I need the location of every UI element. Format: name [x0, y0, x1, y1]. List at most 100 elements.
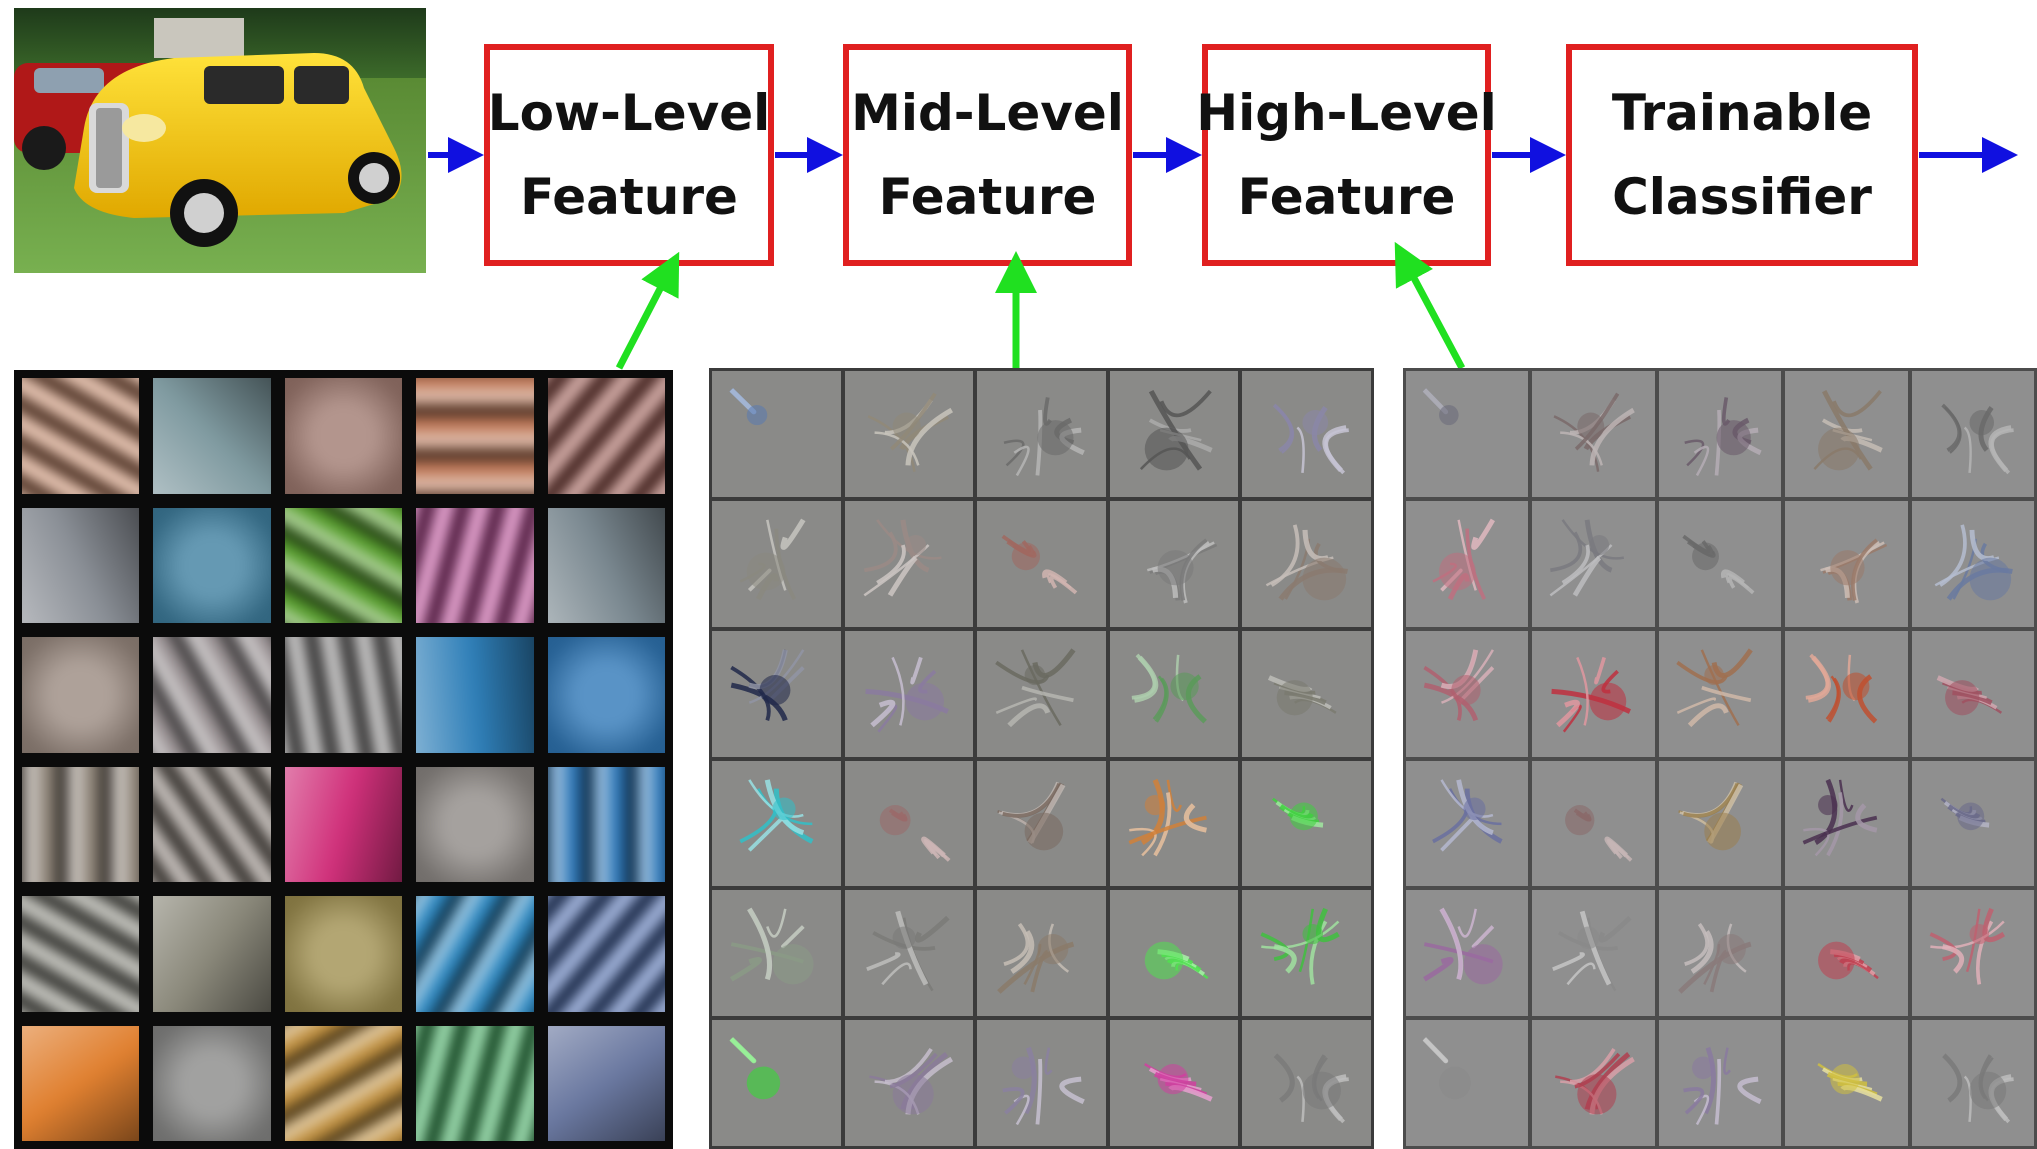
trainable-classifier-box: Trainable Classifier [1566, 44, 1918, 266]
mid-level-filter [712, 371, 841, 497]
low-level-feature-box: Low-Level Feature [484, 44, 774, 266]
high-level-filter [1658, 1020, 1782, 1146]
high-level-filter [1785, 890, 1908, 1017]
low-level-filter [416, 1025, 534, 1141]
mid-level-filter [977, 1020, 1106, 1146]
high-level-filter [1911, 500, 2034, 627]
low-level-filter [153, 1025, 271, 1141]
high-level-filter [1658, 500, 1782, 627]
low-level-filter [547, 766, 665, 882]
low-level-filter [22, 378, 140, 494]
low-level-filter [416, 766, 534, 882]
stage-label-line1: Mid-Level [851, 84, 1124, 142]
high-level-filter [1911, 630, 2034, 757]
mid-level-filter [977, 371, 1106, 497]
mid-level-filter [977, 890, 1106, 1017]
link-arrow-low-filters [615, 251, 680, 370]
high-level-filter [1406, 890, 1529, 1017]
mid-level-filter [1109, 371, 1239, 497]
low-level-filter [22, 637, 140, 753]
mid-level-filter [712, 1020, 841, 1146]
stage-label-line1: High-Level [1196, 84, 1497, 142]
stage-label-line2: Feature [878, 168, 1097, 226]
high-level-filter [1911, 1020, 2034, 1146]
high-level-filter [1532, 500, 1655, 627]
low-level-filter [153, 378, 271, 494]
mid-level-filter [844, 630, 974, 757]
low-level-filter [547, 637, 665, 753]
high-level-filter [1785, 1020, 1908, 1146]
high-level-filter [1532, 1020, 1655, 1146]
low-level-filter [416, 507, 534, 623]
mid-level-feature-box: Mid-Level Feature [843, 44, 1132, 266]
high-level-filter [1658, 760, 1782, 887]
stage-label-line1: Low-Level [487, 84, 771, 142]
mid-level-filter [1242, 760, 1371, 887]
input-car-photo [14, 8, 426, 273]
high-level-filter [1658, 630, 1782, 757]
mid-level-filter [1242, 371, 1371, 497]
mid-level-filter [1242, 890, 1371, 1017]
low-level-filter [416, 637, 534, 753]
low-level-filter [547, 378, 665, 494]
low-level-filter [153, 896, 271, 1012]
high-level-filter [1785, 371, 1908, 497]
stage-label-line1: Trainable [1611, 84, 1873, 142]
low-level-filter [284, 637, 403, 753]
high-level-filter [1532, 760, 1655, 887]
mid-level-filter [844, 500, 974, 627]
high-level-filter [1785, 630, 1908, 757]
low-level-filter [284, 507, 403, 623]
low-level-filter [22, 766, 140, 882]
low-level-filter [547, 896, 665, 1012]
mid-level-filter [844, 760, 974, 887]
high-level-filter [1785, 500, 1908, 627]
mid-level-filter-grid [709, 368, 1374, 1149]
stage-label-line2: Feature [520, 168, 738, 226]
mid-level-filter [844, 371, 974, 497]
mid-level-filter [844, 1020, 974, 1146]
stage-label-line2: Classifier [1612, 168, 1872, 226]
low-level-filter [153, 507, 271, 623]
mid-level-filter [1109, 890, 1239, 1017]
mid-level-filter [1242, 500, 1371, 627]
high-level-filter [1406, 371, 1529, 497]
mid-level-filter [977, 500, 1106, 627]
high-level-filter [1406, 630, 1529, 757]
high-level-filter [1911, 890, 2034, 1017]
low-level-filter [284, 766, 403, 882]
low-level-filter [416, 378, 534, 494]
mid-level-filter [1109, 1020, 1239, 1146]
high-level-filter [1658, 371, 1782, 497]
low-level-filter [547, 1025, 665, 1141]
high-level-filter [1532, 890, 1655, 1017]
low-level-filter [22, 507, 140, 623]
high-level-filter [1532, 630, 1655, 757]
high-level-filter [1406, 1020, 1529, 1146]
low-level-filter [22, 1025, 140, 1141]
high-level-filter [1911, 371, 2034, 497]
low-level-filter [284, 896, 403, 1012]
low-level-filter [22, 896, 140, 1012]
low-level-filter [547, 507, 665, 623]
mid-level-filter [712, 500, 841, 627]
link-arrow-high-filters [1394, 241, 1466, 370]
mid-level-filter [977, 760, 1106, 887]
high-level-filter [1532, 371, 1655, 497]
low-level-filter [284, 378, 403, 494]
low-level-filter [416, 896, 534, 1012]
mid-level-filter [712, 630, 841, 757]
mid-level-filter [1242, 630, 1371, 757]
high-level-filter [1658, 890, 1782, 1017]
high-level-feature-box: High-Level Feature [1196, 44, 1497, 266]
mid-level-filter [1109, 630, 1239, 757]
car-image [14, 8, 426, 273]
mid-level-filter [1109, 760, 1239, 887]
high-level-filter-grid [1403, 368, 2037, 1149]
high-level-filter [1406, 500, 1529, 627]
high-level-filter [1406, 760, 1529, 887]
mid-level-filter [844, 890, 974, 1017]
low-level-filter-grid [14, 370, 673, 1149]
